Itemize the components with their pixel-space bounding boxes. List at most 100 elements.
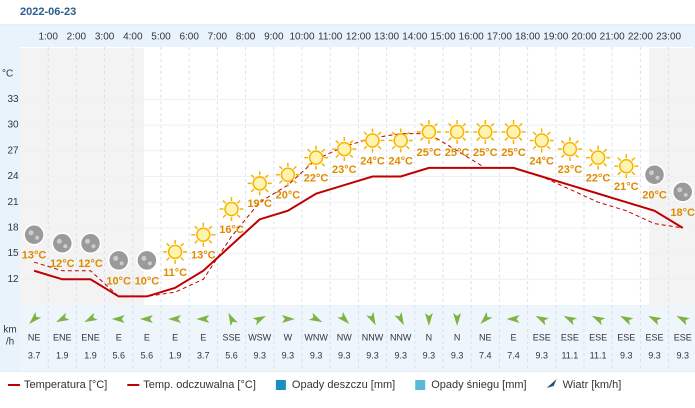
sun-ray — [405, 145, 410, 150]
sun-ray — [631, 171, 636, 176]
sun-icon — [332, 137, 357, 162]
temp-label: 20°C — [276, 190, 301, 202]
moon — [643, 164, 666, 186]
sun-ray — [603, 148, 608, 153]
y-tick-label: 12 — [7, 274, 19, 285]
sun — [393, 133, 408, 148]
hour-label: 16:00 — [459, 32, 484, 43]
sun-ray — [307, 148, 311, 153]
sun-ray — [476, 137, 481, 141]
wind-speed: 1.9 — [84, 350, 97, 360]
sun-icon — [360, 128, 385, 153]
hour-label: 21:00 — [600, 32, 625, 43]
moon-icon — [79, 232, 102, 255]
crater — [113, 255, 119, 261]
sun-ray — [208, 239, 213, 244]
wind-direction: E — [144, 332, 150, 342]
wind-direction: ENE — [53, 332, 72, 342]
temp-label: 24°C — [360, 155, 385, 167]
crater — [683, 192, 688, 197]
y-tick-label: 27 — [7, 145, 19, 156]
sun — [590, 150, 606, 165]
wind-direction: ESE — [533, 332, 551, 342]
crater — [63, 244, 68, 249]
wind-speed: 9.3 — [535, 350, 548, 360]
wind-speed: 5.6 — [225, 350, 238, 360]
wind-arrow — [591, 315, 606, 326]
wind-speed: 9.3 — [253, 350, 266, 360]
sun — [534, 133, 549, 148]
wind-direction: E — [172, 332, 178, 342]
sun-ray — [546, 131, 551, 136]
wind-speed: 9.3 — [423, 350, 436, 360]
temp-label: 23°C — [558, 164, 583, 176]
wind-speed: 5.6 — [112, 350, 125, 360]
sun-ray — [250, 174, 255, 179]
sun-ray — [321, 148, 326, 153]
sun-ray — [462, 122, 467, 127]
sun-ray — [476, 122, 481, 127]
temp-label: 23°C — [332, 164, 357, 176]
temp-label: 11°C — [163, 267, 187, 279]
sun-ray — [448, 122, 452, 127]
sun — [252, 176, 267, 191]
sun-ray — [532, 145, 537, 150]
wind-speed: 9.3 — [648, 350, 661, 360]
sun — [337, 141, 352, 157]
feels-like-line — [33, 133, 683, 297]
sun-ray — [166, 256, 170, 261]
wind-arrow — [196, 315, 210, 323]
date-title: 2022-06-23 — [20, 6, 76, 18]
hour-label: 23:00 — [656, 32, 681, 43]
temp-label: 24°C — [529, 155, 554, 167]
y-tick-label: 21 — [7, 197, 19, 208]
sun-ray — [462, 137, 467, 141]
wind-arrow — [453, 313, 462, 326]
sun-ray — [391, 131, 396, 136]
sun-ray — [194, 225, 199, 230]
wind-speed: 9.3 — [620, 350, 633, 360]
hour-label: 4:00 — [123, 32, 143, 43]
sun-ray — [377, 131, 382, 136]
hour-label: 2:00 — [67, 32, 87, 43]
wind-speed: 7.4 — [479, 350, 492, 360]
sun-ray — [180, 242, 185, 247]
wind-speed: 1.9 — [169, 350, 182, 360]
legend-swatch — [275, 380, 286, 390]
sun-ray — [546, 145, 551, 150]
sun-ray — [589, 162, 593, 167]
wind-speed: 5.6 — [141, 350, 154, 360]
temp-label: 19°C — [247, 198, 272, 210]
wind-direction: ESE — [561, 332, 579, 342]
sun-ray — [518, 122, 523, 127]
temp-label: 22°C — [304, 173, 329, 185]
hour-label: 17:00 — [487, 32, 512, 43]
sun-ray — [617, 157, 622, 162]
sun-ray — [518, 137, 523, 141]
temp-label: 20°C — [642, 190, 667, 202]
temp-label: 10°C — [106, 275, 131, 287]
legend-label: Opady deszczu [mm] — [292, 379, 395, 391]
wind-direction: N — [454, 332, 461, 342]
wind-direction: NW — [337, 332, 352, 342]
sun-ray — [222, 200, 227, 204]
sun-icon — [416, 119, 441, 144]
wind-direction: ENE — [81, 332, 100, 342]
hour-label: 15:00 — [430, 32, 455, 43]
temp-label: 16°C — [219, 224, 244, 236]
sun-ray — [560, 140, 565, 144]
sun — [308, 150, 324, 165]
wind-direction: E — [510, 332, 516, 342]
temp-label: 22°C — [586, 173, 611, 185]
legend-swatch — [415, 380, 426, 390]
temp-label: 18°C — [670, 207, 695, 219]
moon — [671, 181, 694, 203]
wind-direction: E — [116, 332, 122, 342]
sun-ray — [419, 122, 424, 127]
sun-ray — [589, 148, 593, 153]
sun-ray — [490, 137, 495, 141]
sun-ray — [575, 154, 579, 159]
sun-ray — [363, 131, 368, 136]
wind-direction: ESE — [589, 332, 607, 342]
sun-ray — [391, 145, 396, 150]
